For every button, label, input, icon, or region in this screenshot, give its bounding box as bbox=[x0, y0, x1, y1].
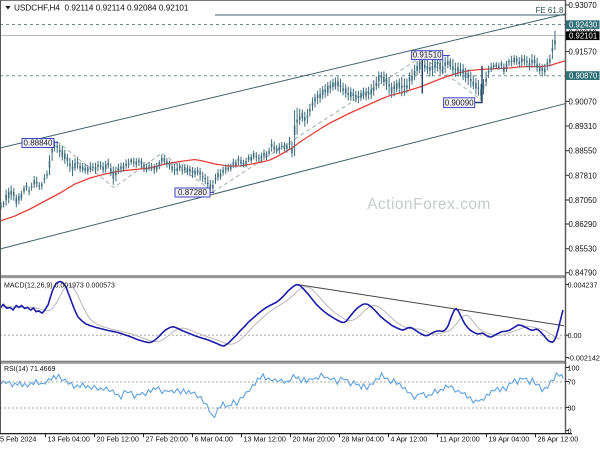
svg-text:26 Apr 12:00: 26 Apr 12:00 bbox=[538, 435, 579, 444]
svg-text:0.87280: 0.87280 bbox=[178, 188, 207, 197]
svg-text:0.91570: 0.91570 bbox=[569, 48, 598, 57]
svg-text:13 Feb 04:00: 13 Feb 04:00 bbox=[48, 435, 90, 444]
svg-text:19 Apr 04:00: 19 Apr 04:00 bbox=[489, 435, 530, 444]
svg-text:20 Feb 12:00: 20 Feb 12:00 bbox=[97, 435, 139, 444]
svg-text:30: 30 bbox=[568, 404, 576, 413]
svg-text:6 Mar 04:00: 6 Mar 04:00 bbox=[195, 435, 233, 444]
svg-text:0.90070: 0.90070 bbox=[569, 97, 598, 106]
svg-text:11 Apr 20:00: 11 Apr 20:00 bbox=[440, 435, 480, 444]
svg-text:FE 61.8: FE 61.8 bbox=[535, 6, 564, 15]
svg-text:0.89310: 0.89310 bbox=[569, 122, 598, 131]
svg-text:0.91510: 0.91510 bbox=[413, 51, 442, 60]
svg-text:RSI(14) 71.4669: RSI(14) 71.4669 bbox=[4, 366, 55, 373]
svg-text:0.93070: 0.93070 bbox=[569, 1, 598, 10]
svg-text:MACD(12,26,9) 0.001973 0.00057: MACD(12,26,9) 0.001973 0.000573 bbox=[4, 283, 115, 290]
svg-text:27 Feb 20:00: 27 Feb 20:00 bbox=[146, 435, 188, 444]
svg-text:0.88840: 0.88840 bbox=[24, 139, 53, 148]
svg-text:0.88550: 0.88550 bbox=[569, 147, 598, 156]
svg-text:0.87810: 0.87810 bbox=[569, 171, 598, 180]
svg-text:0.90090: 0.90090 bbox=[445, 99, 474, 108]
svg-text:USDCHF,H4 0.92114 0.92114 0.9: USDCHF,H4 0.92114 0.92114 0.92084 0.9210… bbox=[14, 4, 189, 13]
svg-text:ActionForex.com: ActionForex.com bbox=[367, 196, 491, 213]
svg-text:13 Mar 12:00: 13 Mar 12:00 bbox=[244, 435, 286, 444]
svg-text:0.92430: 0.92430 bbox=[569, 21, 598, 30]
svg-text:0.92101: 0.92101 bbox=[569, 32, 597, 41]
svg-text:0.84790: 0.84790 bbox=[569, 269, 598, 278]
svg-text:-0.002142: -0.002142 bbox=[568, 354, 600, 363]
svg-text:4 Apr 12:00: 4 Apr 12:00 bbox=[391, 435, 428, 444]
svg-text:0: 0 bbox=[568, 427, 572, 436]
svg-text:0.87050: 0.87050 bbox=[569, 196, 598, 205]
svg-text:0.004237: 0.004237 bbox=[568, 281, 598, 290]
svg-text:5 Feb 2024: 5 Feb 2024 bbox=[0, 435, 36, 444]
svg-text:100: 100 bbox=[568, 364, 580, 373]
svg-text:28 Mar 04:00: 28 Mar 04:00 bbox=[342, 435, 384, 444]
svg-text:0.00: 0.00 bbox=[568, 331, 582, 340]
svg-text:0.85530: 0.85530 bbox=[569, 245, 598, 254]
svg-text:20 Mar 20:00: 20 Mar 20:00 bbox=[293, 435, 335, 444]
svg-text:70: 70 bbox=[568, 378, 576, 387]
svg-text:0.90870: 0.90870 bbox=[569, 71, 598, 80]
svg-text:0.86290: 0.86290 bbox=[569, 220, 598, 229]
